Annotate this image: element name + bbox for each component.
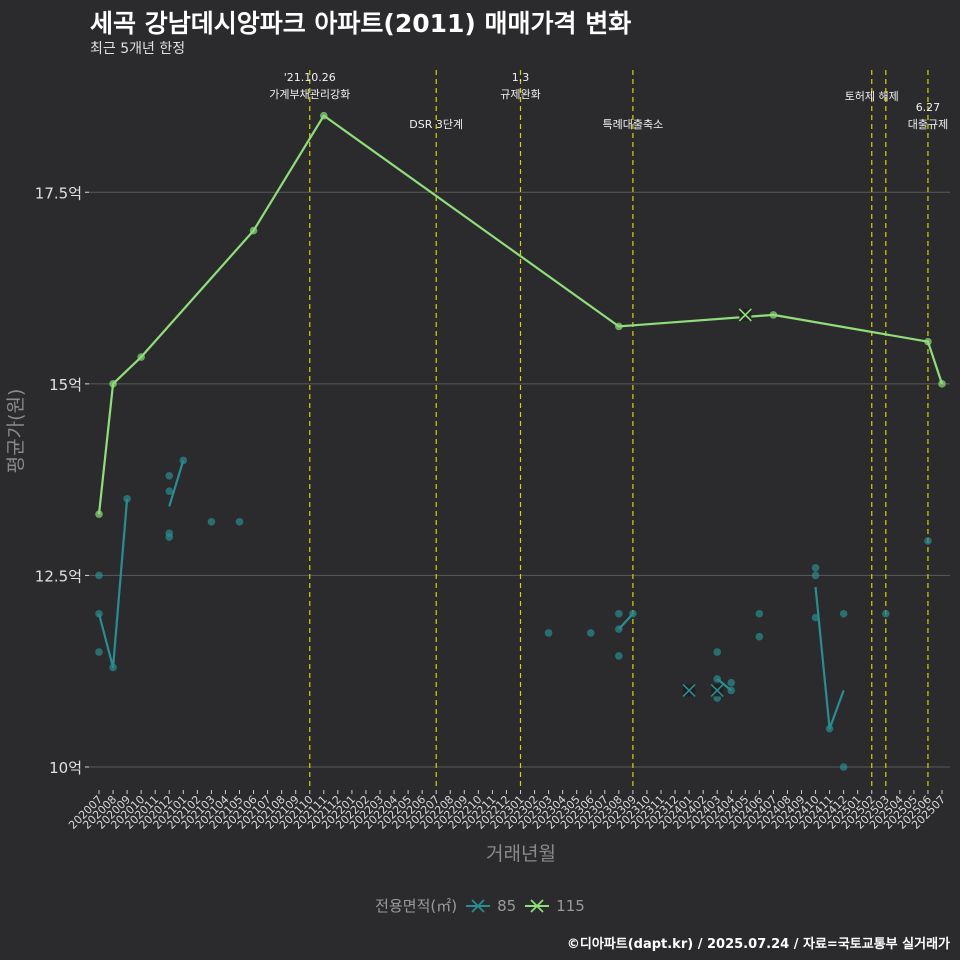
series-85-point-14 — [615, 609, 623, 618]
event-label-2-0: 1.3 — [512, 71, 530, 84]
series-85-point-8 — [165, 533, 174, 541]
y-axis: 10억 12.5억 15억 17.5억 — [35, 184, 89, 777]
chart-subtitle: 최근 5개년 한정 — [90, 41, 186, 57]
chart-title: 세곡 강남데시앙파크 아파트(2011) 매매가격 변화 — [90, 9, 632, 38]
series-115-point-6 — [769, 311, 778, 319]
series-85-point-19 — [713, 675, 721, 683]
legend-item-85: 85 — [465, 897, 516, 915]
cross-stroke-b — [682, 683, 696, 697]
series-85-point-23 — [755, 609, 764, 618]
y-tick-label-3: 17.5억 — [35, 184, 82, 202]
series-85-point-3 — [109, 663, 117, 672]
series-115-point-1 — [109, 380, 117, 388]
series-85-point-25 — [811, 563, 820, 572]
y-tick-label-0: 10억 — [49, 759, 82, 777]
x-axis-title: 거래년월 — [486, 843, 556, 865]
event-label-6-0: 6.27 — [916, 101, 941, 114]
series-85-point-26 — [811, 571, 820, 580]
legend-label-85: 85 — [497, 896, 517, 915]
series-85-point-28 — [825, 724, 834, 733]
y-axis-title: 평균가(원) — [5, 389, 27, 474]
legend: 전용면적(㎡) 85 115 — [0, 895, 960, 916]
series-115-point-2 — [137, 353, 145, 361]
series-85-point-15 — [615, 625, 623, 633]
legend-title: 전용면적(㎡) — [375, 897, 458, 915]
legend-item-115: 115 — [524, 897, 585, 915]
series-85-point-6 — [165, 487, 174, 495]
series-85-point-2 — [95, 648, 103, 656]
event-label-1-0: DSR 3단계 — [409, 118, 463, 131]
series-115-point-5 — [615, 322, 623, 331]
event-label-4-0: 토허제 해제 — [845, 89, 899, 103]
series-85-point-24 — [755, 632, 764, 641]
event-label-6-1: 대출규제 — [908, 118, 948, 131]
series-85-point-16 — [615, 652, 623, 660]
series-85-point-21 — [727, 678, 736, 687]
source-caption: ©디아파트(dapt.kr) / 2025.07.24 / 자료=국토교통부 실… — [566, 937, 950, 952]
series-115-point-3 — [249, 226, 258, 235]
series-115-point-0 — [95, 510, 103, 518]
grid-lines — [85, 191, 950, 768]
series-layer — [95, 111, 946, 771]
series-85-point-13 — [586, 629, 595, 637]
series-85-line-1 — [168, 460, 185, 507]
event-label-0-0: '21.10.26 — [284, 71, 336, 84]
series-85-point-29 — [839, 609, 848, 618]
event-label-3-0: 특례대출축소 — [603, 118, 664, 131]
series-85-point-31 — [882, 609, 890, 618]
y-tick-label-2: 15억 — [49, 376, 82, 394]
series-115-point-7 — [924, 337, 932, 346]
series-85-point-12 — [544, 629, 553, 637]
cross-stroke-b — [738, 308, 752, 322]
series-85-cross-0 — [682, 683, 696, 697]
series-85-point-4 — [123, 495, 131, 503]
series-115-point-8 — [938, 380, 946, 388]
event-label-2-1: 규제완화 — [500, 88, 540, 101]
series-85-point-9 — [179, 456, 188, 465]
series-85-point-5 — [165, 472, 174, 480]
legend-115-icon — [525, 898, 550, 913]
y-tick-label-1: 12.5억 — [35, 567, 82, 585]
series-85-point-1 — [95, 609, 103, 618]
series-85-line-0 — [97, 498, 129, 669]
series-85-point-17 — [629, 609, 637, 618]
series-115-cross-0 — [738, 308, 752, 322]
legend-85-icon — [466, 898, 491, 913]
series-85-point-0 — [95, 571, 103, 580]
series-85-cross-1 — [710, 683, 724, 697]
series-85-point-22 — [727, 686, 736, 695]
series-85-point-30 — [839, 763, 848, 771]
series-85-point-10 — [207, 517, 216, 526]
series-115-point-4 — [320, 111, 328, 120]
cross-stroke-b — [710, 683, 724, 697]
series-85-line-4 — [814, 586, 845, 730]
event-label-0-1: 가계부채관리강화 — [269, 88, 350, 101]
x-axis: 2020072020082020092020102020112020122021… — [66, 790, 948, 832]
legend-label-115: 115 — [556, 896, 585, 915]
series-85-point-18 — [713, 648, 721, 656]
series-85-point-27 — [811, 613, 820, 622]
series-85-point-32 — [924, 537, 932, 545]
series-85-point-11 — [235, 517, 244, 526]
